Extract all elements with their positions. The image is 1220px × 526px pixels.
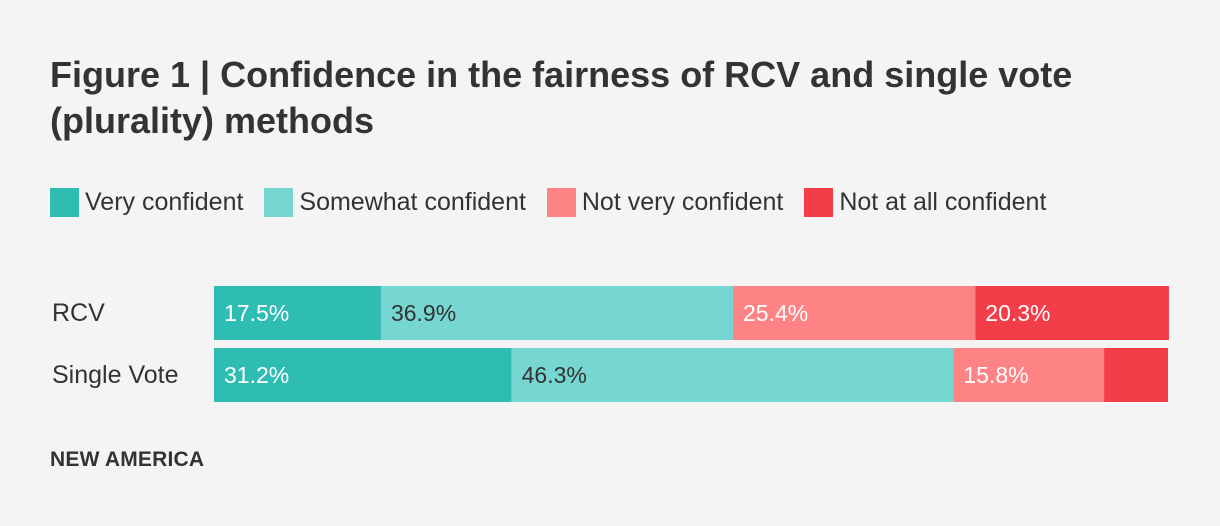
legend-label: Not at all confident xyxy=(839,188,1047,216)
data-label: 36.9% xyxy=(391,300,456,326)
bar-segment-single-vote-very-confident xyxy=(214,348,512,402)
bar-segment-rcv-not-at-all-confident xyxy=(975,286,1169,340)
legend-item-not-very-confident: Not very confident xyxy=(546,188,784,217)
legend-swatch xyxy=(264,188,294,217)
bar-segment-single-vote-somewhat-confident xyxy=(511,348,954,402)
chart-title: Figure 1 | Confidence in the fairness of… xyxy=(50,54,1073,141)
data-label: 25.4% xyxy=(743,300,808,326)
row-label-single-vote: Single Vote xyxy=(52,361,179,389)
bar-segment-rcv-somewhat-confident xyxy=(380,286,733,340)
legend-swatch xyxy=(50,188,79,217)
legend-item-not-at-all-confident: Not at all confident xyxy=(804,188,1047,217)
data-label: 46.3% xyxy=(522,362,587,388)
data-label: 20.3% xyxy=(985,300,1050,326)
legend-item-somewhat-confident: Somewhat confident xyxy=(264,188,526,217)
bar-segment-rcv-very-confident xyxy=(214,286,381,340)
data-label: 17.5% xyxy=(224,300,289,326)
legend-item-very-confident: Very confident xyxy=(50,188,244,217)
legend-swatch xyxy=(546,188,576,217)
row-label-rcv: RCV xyxy=(52,299,105,327)
legend-label: Somewhat confident xyxy=(299,188,526,216)
legend-label: Very confident xyxy=(85,188,244,216)
data-label: 15.8% xyxy=(963,362,1028,388)
bar-segment-single-vote-not-very-confident xyxy=(953,348,1105,402)
data-label: 31.2% xyxy=(224,362,289,388)
source-credit: NEW AMERICA xyxy=(50,448,205,471)
legend-label: Not very confident xyxy=(581,188,784,216)
bar-segment-single-vote-not-at-all-confident xyxy=(1104,348,1168,402)
bar-segment-rcv-not-very-confident xyxy=(732,286,976,340)
legend: Very confident Somewhat confident Not ve… xyxy=(50,183,1070,221)
legend-swatch xyxy=(804,188,834,217)
